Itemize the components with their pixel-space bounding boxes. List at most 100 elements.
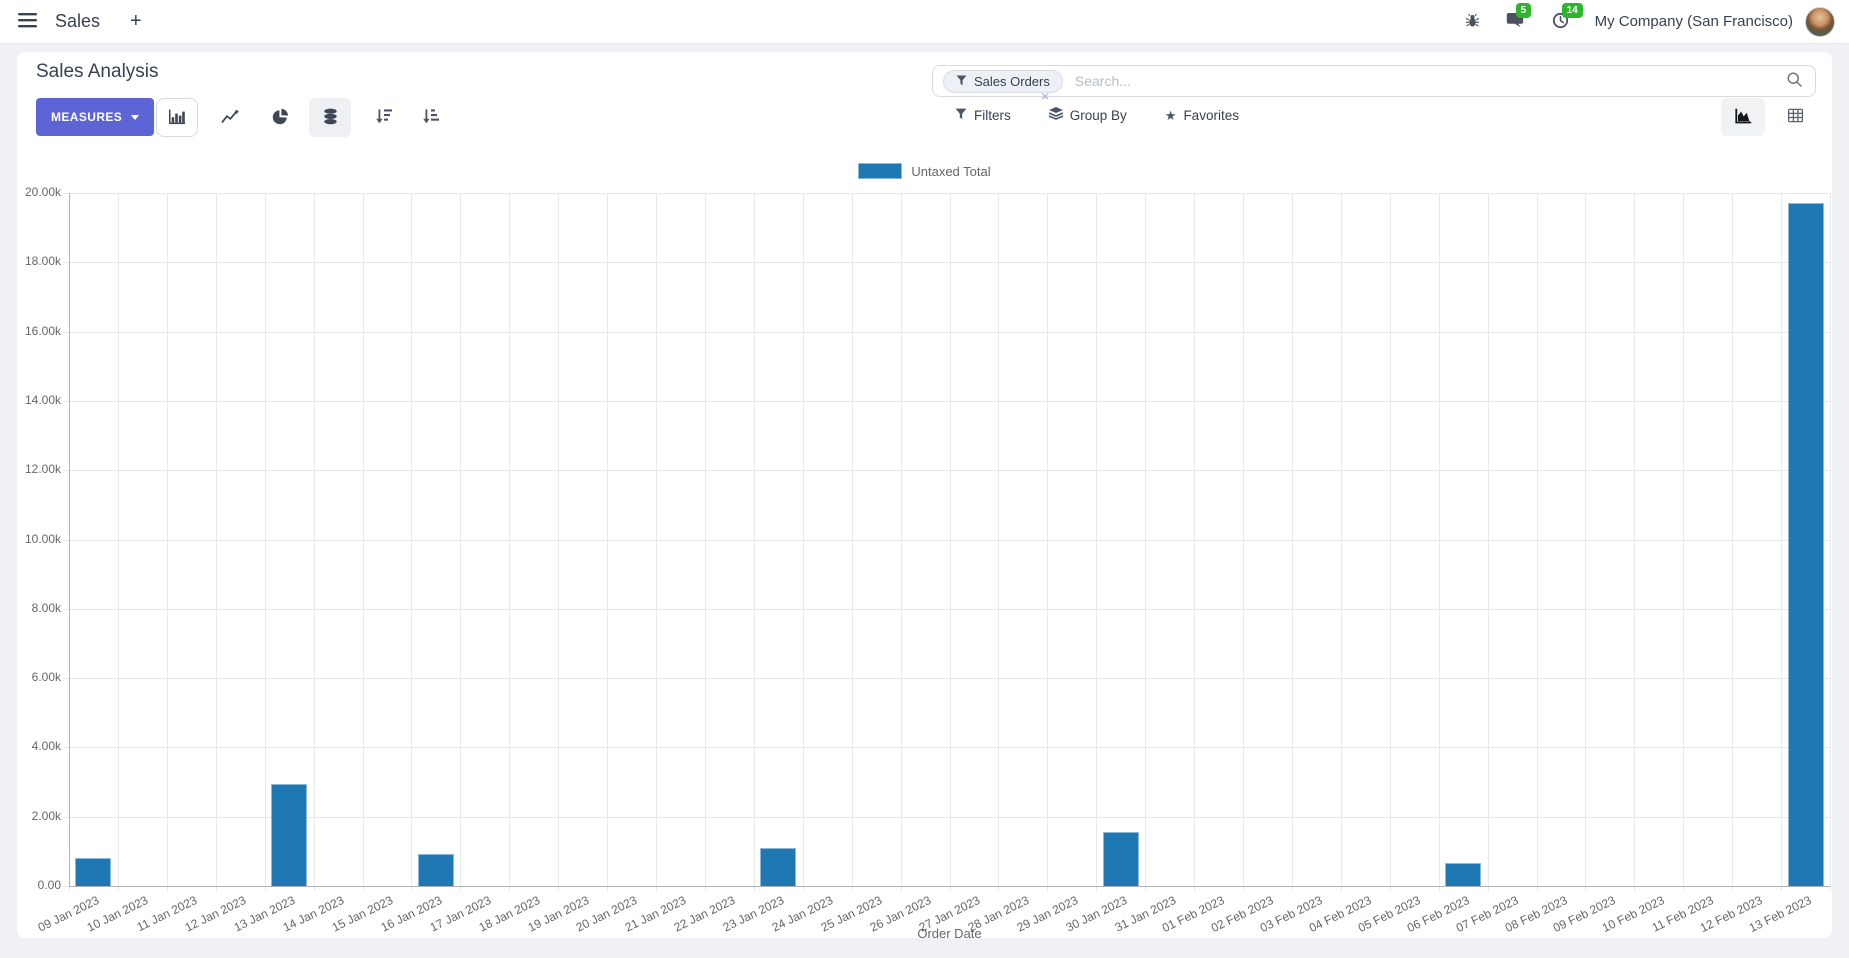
grid-line-horizontal xyxy=(63,678,1830,680)
grid-line-vertical xyxy=(411,193,413,891)
bar-chart-button[interactable] xyxy=(156,98,198,137)
search-facet-sales-orders[interactable]: Sales Orders xyxy=(943,69,1063,93)
grid-line-vertical xyxy=(215,193,217,891)
messages-button[interactable]: 5 xyxy=(1500,2,1532,36)
debug-button[interactable] xyxy=(1459,9,1486,35)
y-tick-label: 14.00k xyxy=(24,392,61,407)
grid-line-vertical xyxy=(1732,193,1734,891)
legend-swatch xyxy=(858,163,903,179)
grid-line-horizontal xyxy=(63,193,1830,194)
grid-line-horizontal xyxy=(63,539,1830,541)
y-tick-label: 12.00k xyxy=(24,462,61,477)
sort-amount-desc-icon xyxy=(375,108,393,127)
bug-icon xyxy=(1465,13,1480,31)
pivot-view-button[interactable] xyxy=(1773,98,1817,136)
facet-label: Sales Orders xyxy=(974,73,1050,89)
grid-line-vertical xyxy=(264,193,266,891)
grid-line-vertical xyxy=(558,193,560,891)
group-by-label: Group By xyxy=(1069,107,1127,123)
grid-line-vertical xyxy=(998,193,1000,891)
grid-line-vertical xyxy=(1194,193,1196,891)
chart-legend[interactable]: Untaxed Total xyxy=(17,163,1832,179)
grid-line-vertical xyxy=(1389,193,1391,891)
pie-chart-button[interactable] xyxy=(263,98,297,137)
bar[interactable] xyxy=(417,853,454,886)
grid-line-horizontal xyxy=(63,816,1830,818)
grid-line-vertical xyxy=(753,193,755,891)
apps-menu-button[interactable] xyxy=(14,9,41,35)
grid-line-vertical xyxy=(607,193,609,891)
activities-button[interactable]: 14 xyxy=(1546,2,1583,36)
filters-label: Filters xyxy=(974,107,1011,123)
chevron-down-icon xyxy=(131,114,140,120)
y-tick-label: 0.00 xyxy=(37,878,61,892)
user-avatar[interactable] xyxy=(1805,6,1835,37)
x-axis-title: Order Date xyxy=(917,926,982,941)
grid-line-vertical xyxy=(1243,193,1244,891)
y-tick-label: 10.00k xyxy=(24,531,61,546)
area-chart-icon xyxy=(1734,107,1752,127)
grid-line-vertical xyxy=(1634,193,1636,891)
grid-line-vertical xyxy=(1340,193,1342,891)
grid-line-vertical xyxy=(117,193,119,891)
activities-count-badge: 14 xyxy=(1561,2,1583,18)
search-input[interactable] xyxy=(1072,72,1784,90)
grid-line-vertical xyxy=(949,193,951,891)
sort-descending-button[interactable] xyxy=(367,98,401,137)
favorites-dropdown[interactable]: ★ Favorites xyxy=(1165,108,1239,123)
magnifier-icon xyxy=(1786,71,1803,91)
filters-dropdown[interactable]: Filters xyxy=(955,108,1011,123)
bar-chart-plot: 0.00 2.00k 4.00k 6.00k 8.00k 10.00k 12.00k 14.0… xyxy=(17,52,1832,938)
top-navbar: Sales + 5 14 My Company (San Francisco) xyxy=(0,0,1849,44)
company-switcher[interactable]: My Company (San Francisco) xyxy=(1594,13,1793,30)
group-by-dropdown[interactable]: Group By xyxy=(1048,107,1127,123)
legend-label: Untaxed Total xyxy=(911,163,991,179)
bar[interactable] xyxy=(760,847,797,886)
line-chart-button[interactable] xyxy=(213,98,247,137)
content-card: Sales Analysis MEASURES xyxy=(17,52,1832,941)
grid-line-vertical xyxy=(704,193,706,891)
layers-icon xyxy=(1048,107,1064,123)
bar[interactable] xyxy=(1787,203,1824,886)
search-submit-button[interactable] xyxy=(1784,69,1805,93)
grid-line-horizontal xyxy=(63,400,1830,402)
bar[interactable] xyxy=(75,858,112,886)
graph-view-button[interactable] xyxy=(1721,98,1765,136)
grid-line-vertical xyxy=(509,193,511,891)
new-tab-button[interactable]: + xyxy=(126,10,146,33)
y-tick-label: 2.00k xyxy=(31,808,61,823)
grid-line-vertical xyxy=(1683,193,1685,891)
grid-line-vertical xyxy=(851,193,853,891)
view-switcher xyxy=(1721,98,1817,136)
grid-line-vertical xyxy=(656,193,657,891)
line-chart-icon xyxy=(220,109,240,127)
x-axis-line xyxy=(69,886,1830,887)
grid-line-vertical xyxy=(900,193,902,891)
grid-line-vertical xyxy=(166,193,168,891)
bar[interactable] xyxy=(1445,863,1482,886)
bar-chart-icon xyxy=(168,108,186,128)
stacked-toggle-button[interactable] xyxy=(309,98,351,137)
grid-line-horizontal xyxy=(63,747,1830,749)
y-tick-label: 4.00k xyxy=(31,739,61,754)
app-name[interactable]: Sales xyxy=(55,11,101,31)
sort-ascending-button[interactable] xyxy=(414,98,448,137)
y-tick-label: 16.00k xyxy=(24,323,61,338)
search-bar[interactable]: Sales Orders xyxy=(932,65,1816,97)
filter-funnel-icon xyxy=(956,74,967,89)
grid-line-vertical xyxy=(1536,193,1538,891)
filter-funnel-icon xyxy=(955,108,967,123)
sort-amount-asc-icon xyxy=(422,108,440,127)
grid-line-vertical xyxy=(1438,193,1440,891)
messages-count-badge: 5 xyxy=(1515,2,1532,18)
facet-remove-icon[interactable]: × xyxy=(1041,88,1050,104)
grid-line-vertical xyxy=(1096,193,1098,891)
bar[interactable] xyxy=(1102,832,1139,886)
hamburger-icon xyxy=(18,12,37,31)
y-axis-line xyxy=(69,193,70,886)
measures-button[interactable]: MEASURES xyxy=(36,98,155,136)
grid-line-horizontal xyxy=(63,262,1830,264)
y-tick-label: 8.00k xyxy=(31,600,61,615)
bar[interactable] xyxy=(271,783,308,886)
clock-icon xyxy=(1552,12,1569,32)
